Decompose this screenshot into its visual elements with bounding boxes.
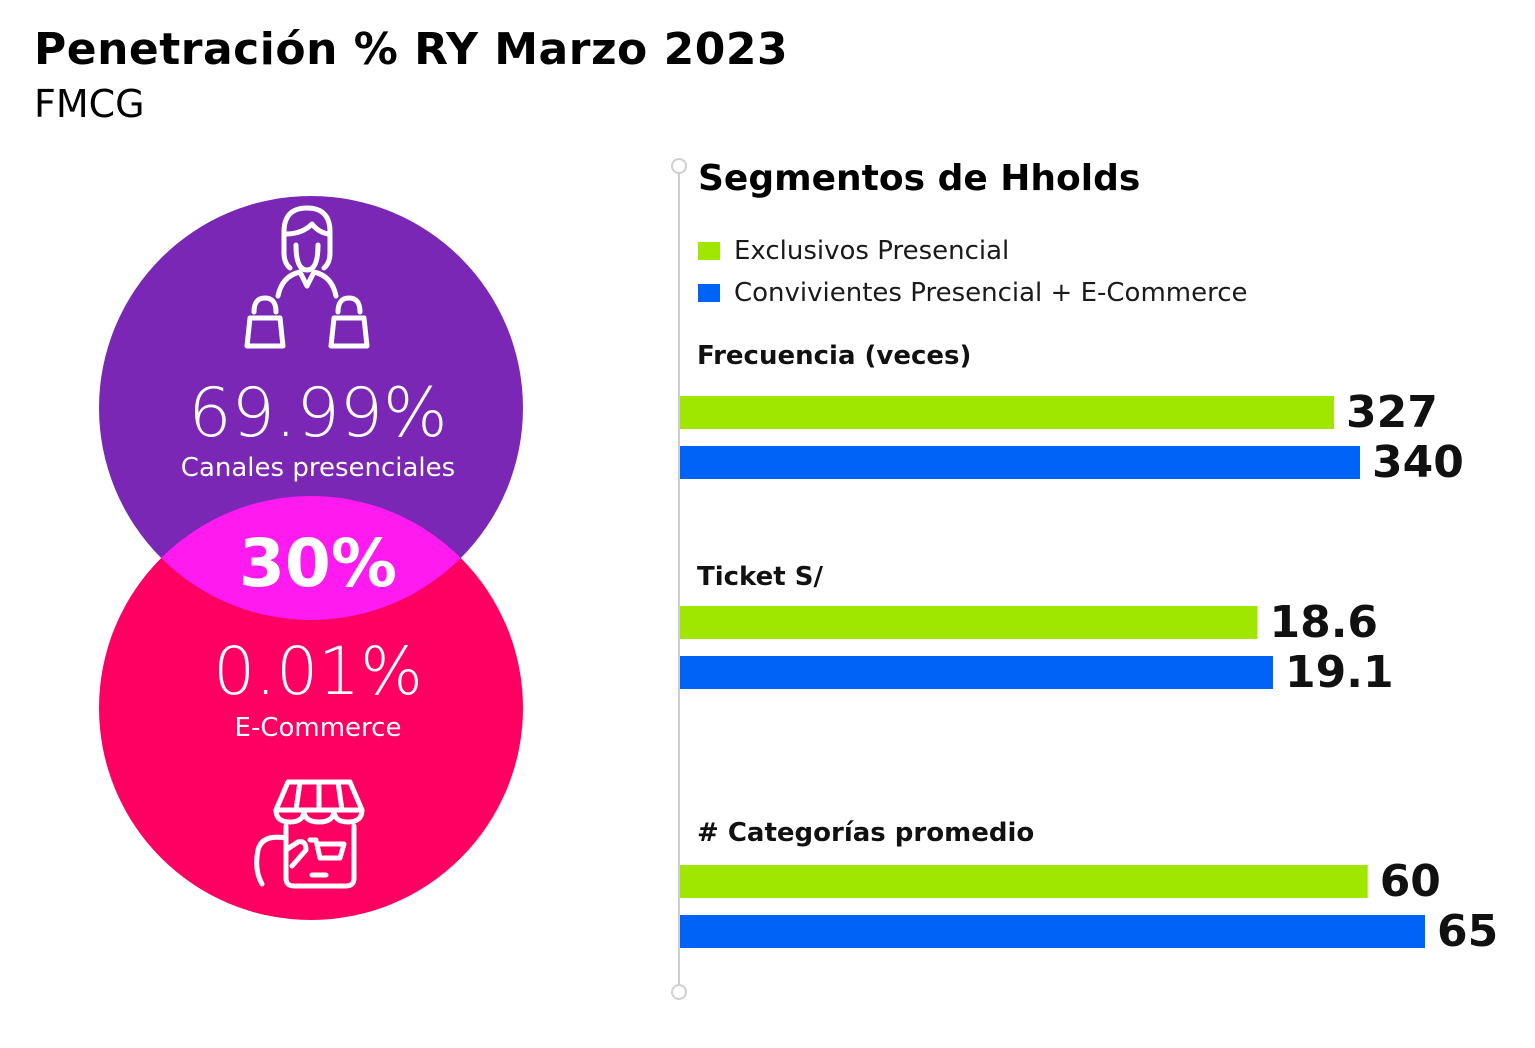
data-label-frecuencia-veces-convivientes: 340	[1372, 437, 1464, 488]
overlap-value: 30%	[239, 525, 397, 602]
timeline-cap-top	[671, 158, 687, 174]
legend-swatch-convivientes	[698, 284, 720, 302]
presencial-label: Canales presenciales	[181, 453, 455, 483]
bar-frecuencia-veces-convivientes	[680, 446, 1360, 479]
legend-label-convivientes: Convivientes Presencial + E-Commerce	[734, 278, 1248, 308]
data-label-categorias-promedio-convivientes: 65	[1437, 906, 1498, 957]
legend-swatch-exclusivos	[698, 242, 720, 260]
data-label-categorias-promedio-exclusivos: 60	[1380, 856, 1441, 907]
ecommerce-label: E-Commerce	[235, 713, 402, 743]
timeline-axis	[678, 172, 680, 984]
venn-circle-ecommerce	[99, 496, 523, 920]
bar-categorias-promedio-exclusivos	[680, 865, 1368, 898]
group-label-frecuencia-veces: Frecuencia (veces)	[697, 341, 971, 371]
venn-diagram: 69.99% Canales presenciales 30% 0.01% E-…	[99, 196, 523, 920]
presencial-value: 69.99%	[188, 374, 447, 453]
data-label-ticket-s-convivientes: 19.1	[1285, 647, 1394, 698]
shopper-with-bags-icon	[244, 205, 370, 349]
page-subtitle: FMCG	[34, 82, 145, 126]
legend-label-exclusivos: Exclusivos Presencial	[734, 236, 1010, 266]
mobile-store-icon	[254, 779, 365, 889]
data-label-ticket-s-exclusivos: 18.6	[1269, 597, 1378, 648]
bar-ticket-s-exclusivos	[680, 606, 1258, 639]
timeline-cap-bottom	[671, 984, 687, 1000]
group-label-categorias-promedio: # Categorías promedio	[697, 818, 1034, 848]
venn-circle-presencial	[99, 196, 523, 620]
bar-frecuencia-veces-exclusivos	[680, 396, 1334, 429]
segments-title: Segmentos de Hholds	[698, 158, 1141, 199]
data-label-frecuencia-veces-exclusivos: 327	[1346, 387, 1438, 438]
page-title: Penetración % RY Marzo 2023	[34, 24, 789, 75]
bar-categorias-promedio-convivientes	[680, 915, 1425, 948]
ecommerce-value: 0.01%	[213, 633, 423, 710]
group-label-ticket-s: Ticket S/	[697, 562, 823, 592]
bar-ticket-s-convivientes	[680, 656, 1273, 689]
